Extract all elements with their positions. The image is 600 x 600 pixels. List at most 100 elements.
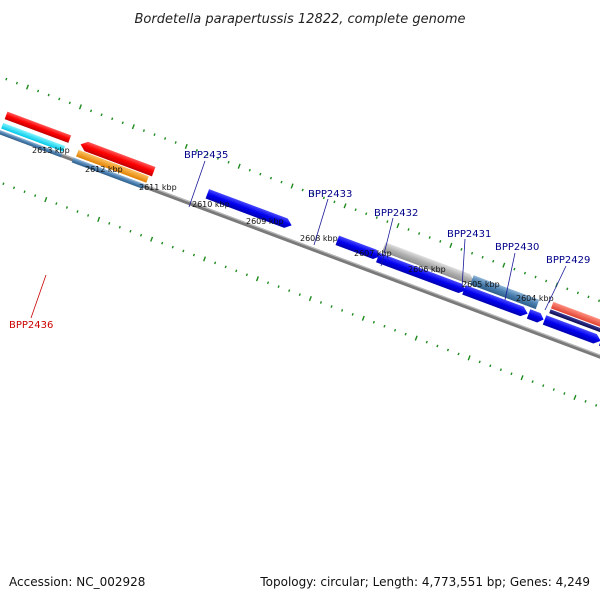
minor-tick bbox=[65, 206, 69, 209]
minor-tick bbox=[372, 320, 375, 324]
gene-labels: BPP2435 BPP2433 BPP2432 BPP2431 BPP2430 … bbox=[9, 150, 590, 331]
minor-tick bbox=[87, 214, 90, 217]
gene-label-bpp2433[interactable]: BPP2433 bbox=[308, 189, 352, 200]
minor-tick bbox=[470, 251, 474, 255]
major-tick bbox=[343, 203, 347, 209]
feature-cds-bpp2430[interactable] bbox=[542, 315, 600, 345]
minor-tick bbox=[386, 220, 389, 224]
major-tick bbox=[255, 276, 259, 282]
feature-steel-left[interactable] bbox=[0, 130, 63, 158]
minor-tick bbox=[428, 236, 431, 239]
minor-tick bbox=[513, 267, 516, 271]
feature-orange-bpp2436[interactable] bbox=[76, 149, 149, 183]
feature-cds-forward-2[interactable] bbox=[462, 285, 529, 318]
major-tick bbox=[131, 124, 135, 130]
major-tick bbox=[290, 183, 294, 189]
minor-tick bbox=[584, 400, 587, 403]
tick-label: 2608 kbp bbox=[300, 234, 338, 243]
major-tick bbox=[25, 84, 30, 90]
minor-tick bbox=[192, 253, 196, 257]
minor-tick bbox=[174, 141, 177, 144]
minor-tick bbox=[34, 194, 37, 198]
tick-label: 2610 kbp bbox=[192, 200, 230, 209]
minor-tick bbox=[129, 229, 132, 233]
minor-tick bbox=[407, 228, 410, 231]
minor-tick bbox=[139, 233, 143, 237]
minor-tick bbox=[118, 225, 121, 229]
minor-tick bbox=[121, 121, 124, 125]
minor-tick bbox=[58, 97, 61, 101]
minor-tick bbox=[5, 77, 8, 81]
feature-red-bpp2436[interactable] bbox=[79, 140, 156, 177]
minor-tick bbox=[89, 109, 93, 113]
tick-label: 2609 kbp bbox=[246, 217, 284, 226]
feature-red-left-1[interactable] bbox=[4, 111, 72, 143]
minor-tick bbox=[227, 160, 230, 164]
minor-tick bbox=[55, 202, 58, 205]
feature-salmon-bpp2430[interactable] bbox=[550, 301, 600, 329]
gene-label-bpp2432[interactable]: BPP2432 bbox=[374, 208, 418, 219]
minor-tick bbox=[142, 129, 146, 132]
minor-tick bbox=[12, 186, 16, 190]
minor-tick bbox=[365, 212, 368, 216]
gene-label-bpp2435[interactable]: BPP2435 bbox=[184, 150, 228, 161]
page-title: Bordetella parapertussis 12822, complete… bbox=[135, 12, 466, 27]
minor-tick bbox=[269, 176, 273, 180]
minor-tick bbox=[478, 360, 481, 364]
tick-label: 2605 kbp bbox=[462, 280, 500, 289]
minor-tick bbox=[566, 287, 569, 291]
minor-tick bbox=[333, 200, 336, 204]
minor-tick bbox=[195, 149, 198, 152]
minor-tick bbox=[15, 81, 18, 85]
minor-tick bbox=[383, 324, 386, 328]
minor-tick bbox=[523, 271, 527, 275]
minor-tick bbox=[245, 273, 248, 277]
feature-steel-bpp2436[interactable] bbox=[71, 157, 145, 189]
feature-steel-bpp2431[interactable] bbox=[470, 275, 540, 310]
minor-tick bbox=[481, 255, 484, 259]
minor-tick bbox=[499, 368, 502, 372]
feature-track bbox=[0, 111, 600, 376]
minor-tick bbox=[330, 305, 333, 308]
minor-tick bbox=[206, 152, 209, 156]
tick-label: 2604 kbp bbox=[516, 294, 554, 303]
major-tick bbox=[361, 315, 365, 321]
tick-label: 2612 kbp bbox=[85, 165, 123, 174]
minor-tick bbox=[216, 156, 220, 160]
minor-tick bbox=[351, 312, 354, 316]
minor-tick bbox=[171, 245, 174, 249]
major-tick bbox=[396, 223, 400, 229]
minor-tick bbox=[161, 241, 164, 245]
minor-tick bbox=[534, 275, 537, 279]
major-tick bbox=[414, 335, 418, 341]
inner-tick-ring bbox=[2, 182, 598, 407]
minor-tick bbox=[552, 388, 555, 391]
minor-tick bbox=[224, 265, 227, 269]
minor-tick bbox=[545, 279, 548, 283]
minor-tick bbox=[266, 281, 270, 285]
feature-cyan-left[interactable] bbox=[1, 122, 66, 152]
minor-tick bbox=[404, 332, 407, 336]
feature-grey-bpp2432[interactable] bbox=[382, 242, 475, 285]
minor-tick bbox=[111, 117, 114, 121]
gene-label-bpp2431[interactable]: BPP2431 bbox=[447, 229, 491, 240]
minor-tick bbox=[587, 295, 590, 299]
genome-summary-text: Topology: circular; Length: 4,773,551 bp… bbox=[259, 575, 590, 589]
gene-label-bpp2430[interactable]: BPP2430 bbox=[495, 242, 539, 253]
major-tick bbox=[520, 375, 524, 381]
feature-navy-bpp2430[interactable] bbox=[549, 309, 600, 334]
feature-cds-bpp2433[interactable] bbox=[376, 252, 468, 295]
gene-label-bpp2429[interactable]: BPP2429 bbox=[546, 255, 590, 266]
feature-cds-forward-1[interactable] bbox=[335, 235, 383, 261]
major-tick bbox=[237, 163, 241, 169]
minor-tick bbox=[182, 249, 185, 253]
minor-tick bbox=[235, 269, 238, 273]
gene-label-bpp2436[interactable]: BPP2436 bbox=[9, 320, 53, 331]
feature-cds-bpp2435[interactable] bbox=[205, 189, 294, 230]
minor-tick bbox=[595, 404, 598, 407]
feature-cds-small[interactable] bbox=[526, 309, 545, 324]
minor-tick bbox=[489, 364, 492, 368]
minor-tick bbox=[322, 196, 325, 200]
major-tick bbox=[502, 262, 506, 268]
